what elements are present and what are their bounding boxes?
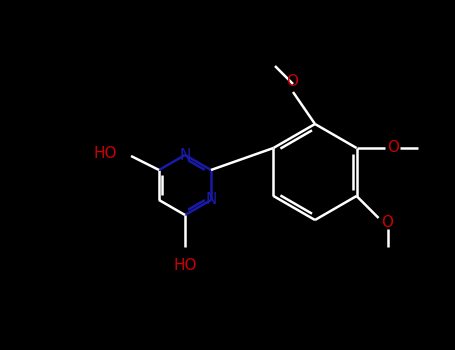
Text: HO: HO (173, 258, 197, 273)
Text: N: N (179, 147, 191, 162)
Text: N: N (205, 193, 217, 208)
Text: HO: HO (94, 147, 117, 161)
Text: O: O (388, 140, 399, 155)
Text: O: O (382, 215, 394, 230)
Text: O: O (286, 74, 298, 89)
